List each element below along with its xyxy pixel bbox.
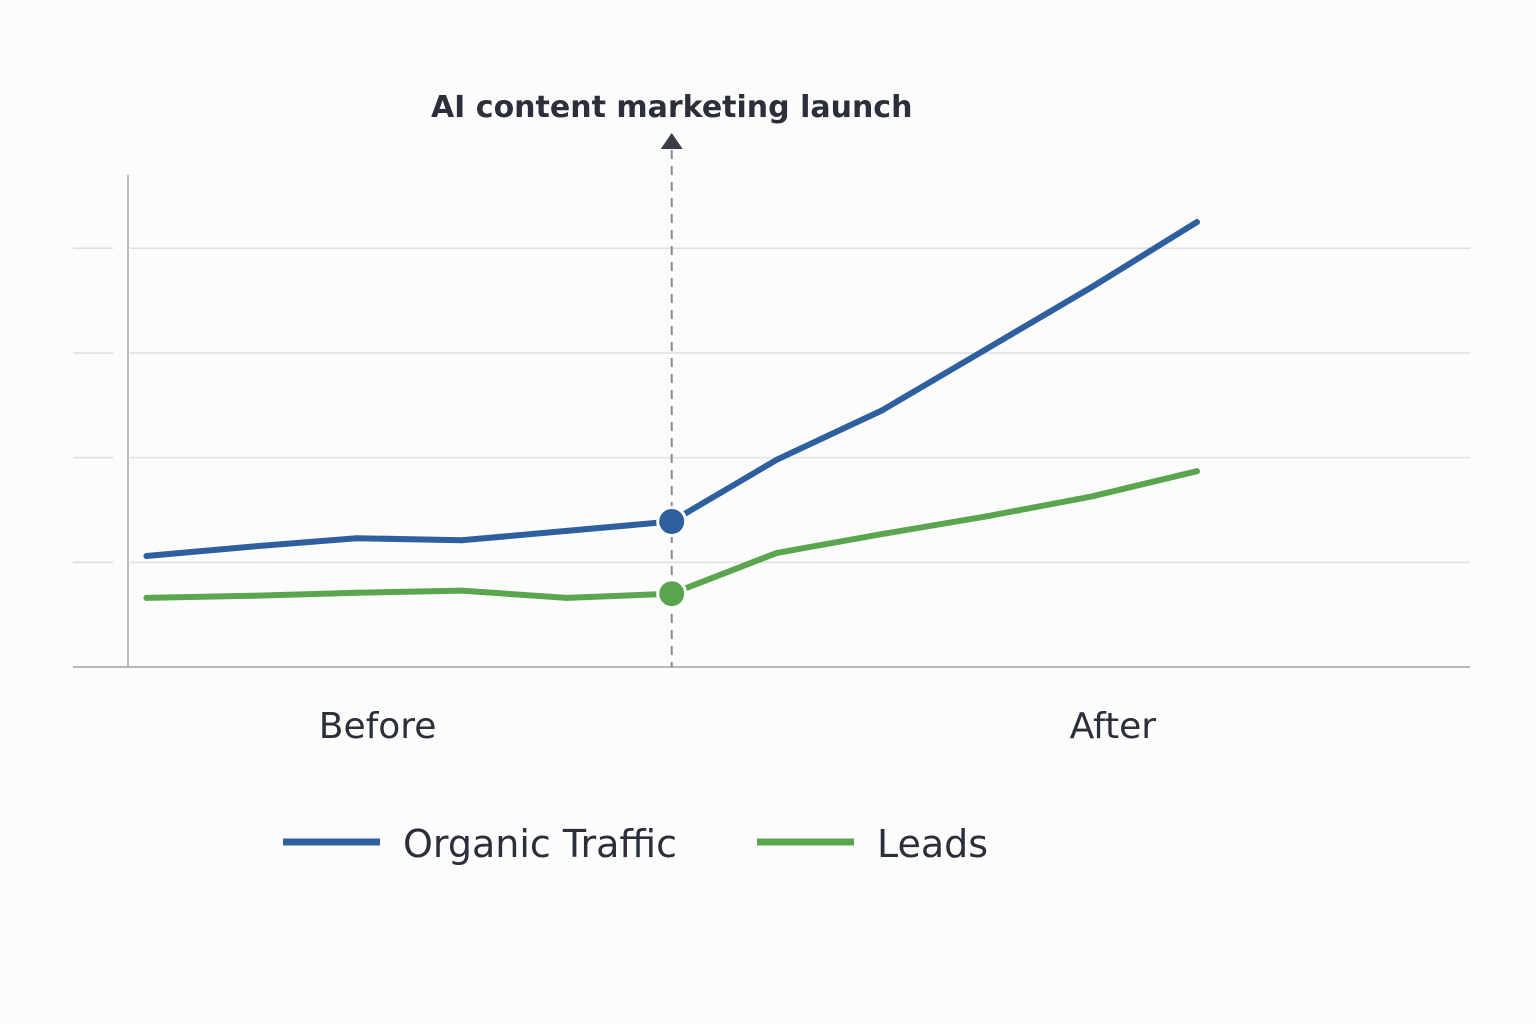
leads-launch-marker <box>656 578 688 610</box>
leads-point <box>143 594 150 601</box>
period-label-after: After <box>1070 706 1157 747</box>
axes <box>73 175 1470 668</box>
leads-point <box>458 587 465 594</box>
leads-point <box>773 549 780 556</box>
leads-point <box>1193 468 1200 475</box>
period-labels: Before After <box>319 706 1157 747</box>
gridlines <box>73 247 1470 564</box>
series-markers <box>143 219 1200 610</box>
organic-traffic-point <box>248 543 255 550</box>
leads-point <box>878 531 885 538</box>
launch-arrow-icon <box>660 133 683 149</box>
period-label-before: Before <box>319 706 437 747</box>
legend: Organic Traffic Leads <box>283 822 988 866</box>
organic-traffic-point <box>773 456 780 463</box>
legend-label-leads: Leads <box>877 822 988 866</box>
organic-traffic-launch-marker <box>656 505 688 537</box>
organic-traffic-point <box>1193 219 1200 226</box>
organic-traffic-point <box>458 537 465 544</box>
organic-traffic-point <box>563 527 570 534</box>
leads-point <box>248 592 255 599</box>
organic-traffic-point <box>1088 284 1095 291</box>
organic-traffic-point <box>983 345 990 352</box>
launch-annotation: AI content marketing launch <box>431 90 912 667</box>
leads-point <box>563 594 570 601</box>
organic-traffic-point <box>353 535 360 542</box>
organic-traffic-point <box>878 407 885 414</box>
launch-annotation-label: AI content marketing launch <box>431 90 912 125</box>
leads-point <box>1088 493 1095 500</box>
legend-label-organic-traffic: Organic Traffic <box>403 822 677 866</box>
leads-point <box>983 513 990 520</box>
organic-traffic-point <box>143 553 150 560</box>
leads-point <box>353 589 360 596</box>
